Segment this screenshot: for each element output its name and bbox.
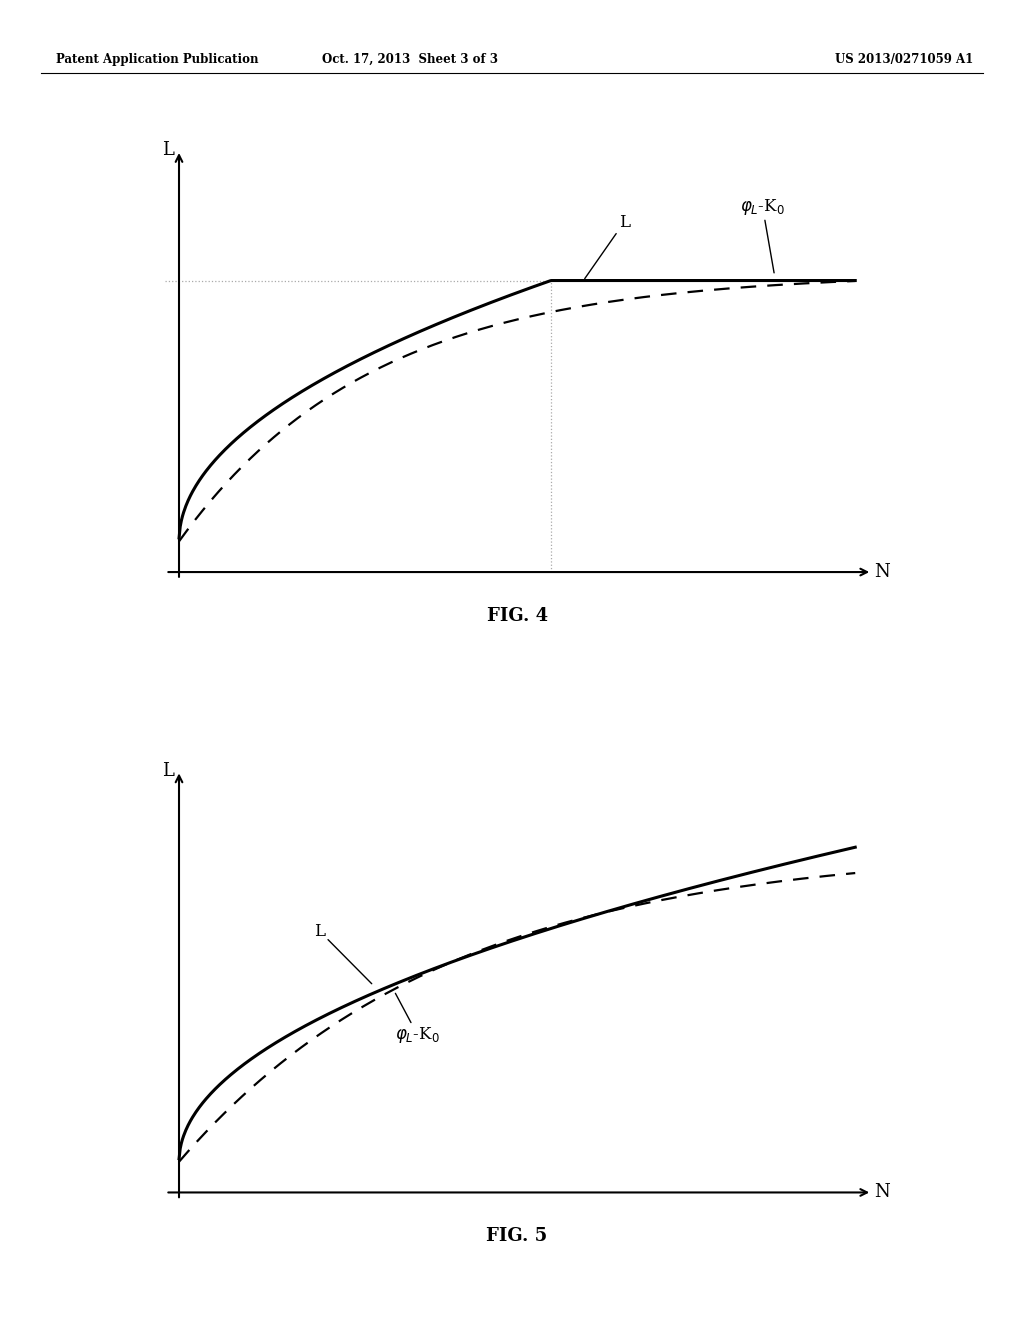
Text: L: L: [162, 141, 174, 160]
Text: L: L: [314, 923, 372, 983]
Text: N: N: [874, 564, 890, 581]
Text: US 2013/0271059 A1: US 2013/0271059 A1: [835, 53, 973, 66]
Text: FIG. 4: FIG. 4: [486, 607, 548, 624]
Text: Oct. 17, 2013  Sheet 3 of 3: Oct. 17, 2013 Sheet 3 of 3: [322, 53, 498, 66]
Text: $\varphi_L$-K$_0$: $\varphi_L$-K$_0$: [395, 994, 440, 1045]
Text: $\varphi_L$-K$_0$: $\varphi_L$-K$_0$: [740, 198, 785, 273]
Text: L: L: [162, 762, 174, 780]
Text: N: N: [874, 1184, 890, 1201]
Text: L: L: [585, 214, 630, 279]
Text: FIG. 5: FIG. 5: [486, 1228, 548, 1245]
Text: Patent Application Publication: Patent Application Publication: [56, 53, 259, 66]
